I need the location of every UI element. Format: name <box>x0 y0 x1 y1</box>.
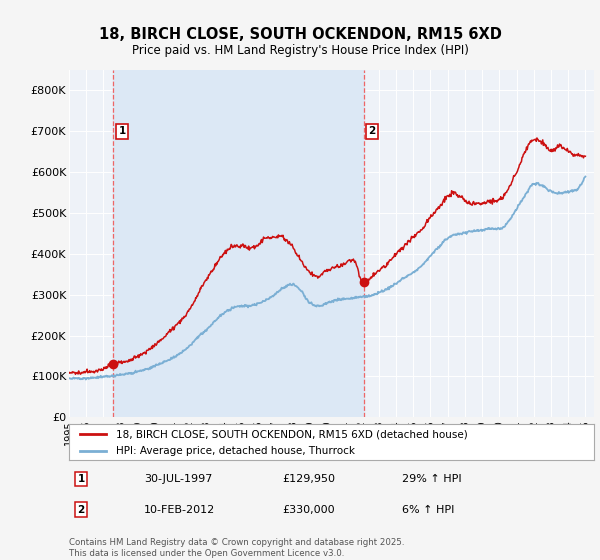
Text: 18, BIRCH CLOSE, SOUTH OCKENDON, RM15 6XD: 18, BIRCH CLOSE, SOUTH OCKENDON, RM15 6X… <box>98 27 502 42</box>
Text: 18, BIRCH CLOSE, SOUTH OCKENDON, RM15 6XD (detached house): 18, BIRCH CLOSE, SOUTH OCKENDON, RM15 6X… <box>116 429 468 439</box>
Text: 2: 2 <box>77 505 85 515</box>
Text: Price paid vs. HM Land Registry's House Price Index (HPI): Price paid vs. HM Land Registry's House … <box>131 44 469 57</box>
Text: £330,000: £330,000 <box>282 505 335 515</box>
Text: 2: 2 <box>368 126 376 136</box>
Text: HPI: Average price, detached house, Thurrock: HPI: Average price, detached house, Thur… <box>116 446 355 456</box>
Bar <box>113 70 364 417</box>
Text: 30-JUL-1997: 30-JUL-1997 <box>144 474 212 484</box>
Text: 6% ↑ HPI: 6% ↑ HPI <box>402 505 454 515</box>
Text: 10-FEB-2012: 10-FEB-2012 <box>144 505 215 515</box>
Text: 1: 1 <box>118 126 125 136</box>
Text: £129,950: £129,950 <box>282 474 335 484</box>
Text: Contains HM Land Registry data © Crown copyright and database right 2025.
This d: Contains HM Land Registry data © Crown c… <box>69 538 404 558</box>
Text: 1: 1 <box>77 474 85 484</box>
Text: 29% ↑ HPI: 29% ↑ HPI <box>402 474 461 484</box>
